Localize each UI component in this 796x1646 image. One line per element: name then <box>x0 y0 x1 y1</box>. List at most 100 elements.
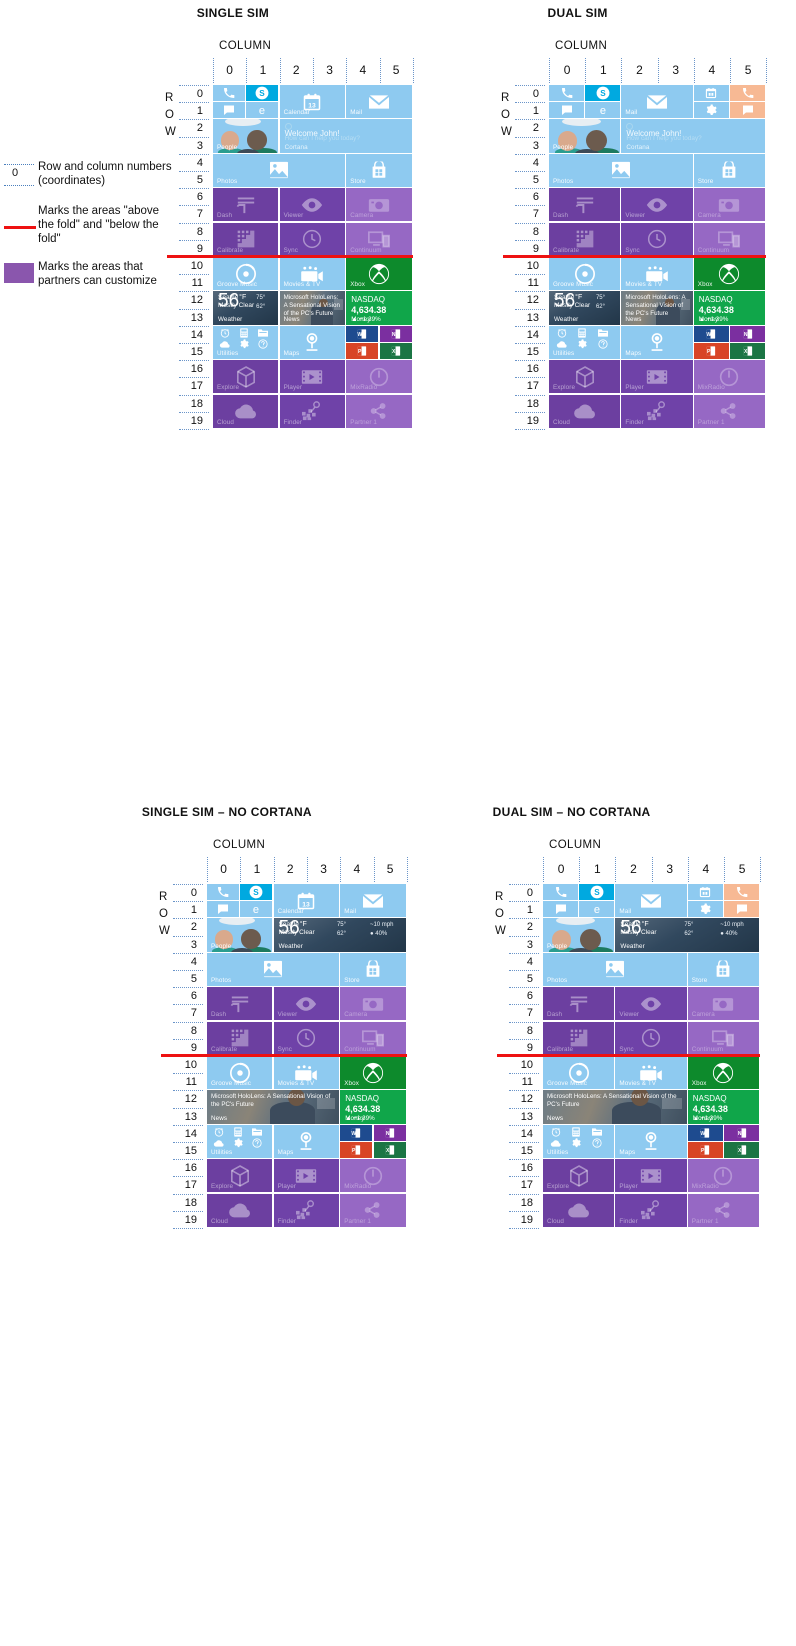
tile-settings[interactable] <box>693 102 729 119</box>
tile-powerpoint[interactable]: P <box>693 343 729 359</box>
tile-phone[interactable] <box>207 884 240 900</box>
tile-store[interactable]: Store <box>346 153 412 187</box>
tile-xbox[interactable]: Xbox <box>687 1056 759 1090</box>
tile-mixradio[interactable]: MixRadio <box>340 1159 406 1193</box>
tile-cloud[interactable]: Cloud <box>207 1193 273 1227</box>
tile-messaging[interactable] <box>213 102 246 119</box>
tile-explore[interactable]: Explore <box>207 1159 273 1193</box>
tile-movies-tv[interactable]: Movies & TV <box>621 257 693 291</box>
tile-store[interactable]: Store <box>687 952 759 986</box>
tile-continuum[interactable]: Continuum <box>340 1021 406 1055</box>
tile-people[interactable]: People <box>207 918 273 952</box>
tile-movies-tv[interactable]: Movies & TV <box>273 1056 339 1090</box>
tile-onenote[interactable]: N <box>379 325 412 342</box>
tile-cloud[interactable]: Cloud <box>549 394 621 428</box>
tile-groove-music[interactable]: Groove Music <box>213 257 279 291</box>
tile-finder[interactable]: Finder <box>279 394 345 428</box>
tile-calibrate[interactable]: Calibrate <box>549 222 621 256</box>
tile-skype[interactable]: S <box>579 884 615 900</box>
tile-phone[interactable] <box>543 884 578 900</box>
tile-edge[interactable]: e <box>246 102 279 119</box>
tile-player[interactable]: Player <box>621 360 693 394</box>
tile-calibrate[interactable]: Calibrate <box>207 1021 273 1055</box>
tile-edge[interactable]: e <box>240 901 273 918</box>
tile-calibrate[interactable]: Calibrate <box>213 222 279 256</box>
tile-news[interactable]: Microsoft HoloLens: A Sensational Vision… <box>621 291 693 325</box>
tile-excel[interactable]: X <box>379 343 412 359</box>
tile-continuum[interactable]: Continuum <box>687 1021 759 1055</box>
tile-cortana[interactable]: Welcome John! How can I help you today? Co… <box>279 119 412 153</box>
tile-powerpoint[interactable]: P <box>346 343 379 359</box>
tile-utilities[interactable]: Utilities <box>213 325 279 359</box>
tile-groove-music[interactable]: Groove Music <box>543 1056 615 1090</box>
tile-camera[interactable]: Camera <box>693 188 765 222</box>
tile-photos[interactable]: Photos <box>213 153 345 187</box>
tile-utilities[interactable]: Utilities <box>549 325 621 359</box>
tile-calendar[interactable] <box>687 884 723 900</box>
tile-store[interactable]: Store <box>340 952 406 986</box>
tile-edge[interactable]: e <box>579 901 615 918</box>
tile-cloud[interactable]: Cloud <box>213 394 279 428</box>
tile-photos[interactable]: Photos <box>549 153 693 187</box>
tile-viewer[interactable]: Viewer <box>621 188 693 222</box>
tile-viewer[interactable]: Viewer <box>273 987 339 1021</box>
tile-mail[interactable]: Mail <box>621 85 693 119</box>
tile-settings[interactable] <box>687 901 723 918</box>
tile-partner[interactable]: Partner 1 <box>340 1193 406 1227</box>
tile-explore[interactable]: Explore <box>543 1159 615 1193</box>
tile-onenote[interactable]: N <box>724 1124 759 1141</box>
tile-finder[interactable]: Finder <box>273 1193 339 1227</box>
tile-mixradio[interactable]: MixRadio <box>693 360 765 394</box>
tile-people[interactable]: People <box>549 119 621 153</box>
tile-explore[interactable]: Explore <box>213 360 279 394</box>
tile-explore[interactable]: Explore <box>549 360 621 394</box>
tile-store[interactable]: Store <box>693 153 765 187</box>
tile-mail[interactable]: Mail <box>615 884 687 918</box>
tile-messaging[interactable] <box>207 901 240 918</box>
tile-maps[interactable]: Maps <box>279 325 345 359</box>
tile-dash[interactable]: Dash <box>207 987 273 1021</box>
tile-phone-sim2[interactable] <box>724 884 759 900</box>
tile-onenote[interactable]: N <box>730 325 765 342</box>
tile-mixradio[interactable]: MixRadio <box>346 360 412 394</box>
tile-word[interactable]: W <box>346 325 379 342</box>
tile-continuum[interactable]: Continuum <box>693 222 765 256</box>
tile-phone[interactable] <box>549 85 584 101</box>
tile-partner[interactable]: Partner 1 <box>687 1193 759 1227</box>
tile-camera[interactable]: Camera <box>687 987 759 1021</box>
tile-weather[interactable]: Seattle Mostly Clear 56°F 75° 62° ~10 mph ● 40… <box>615 918 759 952</box>
tile-calendar[interactable]: 13 Calendar <box>279 85 345 119</box>
tile-photos[interactable]: Photos <box>207 952 339 986</box>
tile-word[interactable]: W <box>693 325 729 342</box>
tile-maps[interactable]: Maps <box>615 1124 687 1158</box>
tile-movies-tv[interactable]: Movies & TV <box>279 257 345 291</box>
tile-player[interactable]: Player <box>273 1159 339 1193</box>
tile-powerpoint[interactable]: P <box>687 1142 723 1158</box>
tile-calendar[interactable]: 13 Calendar <box>273 884 339 918</box>
tile-people[interactable]: People <box>543 918 615 952</box>
tile-photos[interactable]: Photos <box>543 952 687 986</box>
tile-maps[interactable]: Maps <box>621 325 693 359</box>
tile-dash[interactable]: Dash <box>549 188 621 222</box>
tile-cloud[interactable]: Cloud <box>543 1193 615 1227</box>
tile-skype[interactable]: S <box>585 85 621 101</box>
tile-news[interactable]: Microsoft HoloLens: A Sensational Vision… <box>279 291 345 325</box>
tile-news[interactable]: Microsoft HoloLens: A Sensational Vision… <box>543 1090 687 1124</box>
tile-powerpoint[interactable]: P <box>340 1142 373 1158</box>
tile-calendar[interactable] <box>693 85 729 101</box>
tile-skype[interactable]: S <box>246 85 279 101</box>
tile-partner[interactable]: Partner 1 <box>346 394 412 428</box>
tile-sync[interactable]: Sync <box>621 222 693 256</box>
tile-mail[interactable]: Mail <box>346 85 412 119</box>
tile-sync[interactable]: Sync <box>273 1021 339 1055</box>
tile-utilities[interactable]: Utilities <box>207 1124 273 1158</box>
tile-mixradio[interactable]: MixRadio <box>687 1159 759 1193</box>
tile-player[interactable]: Player <box>615 1159 687 1193</box>
tile-weather[interactable]: Seattle Mostly Clear 56°F 75° 62° Weather <box>549 291 621 325</box>
tile-skype[interactable]: S <box>240 884 273 900</box>
tile-partner[interactable]: Partner 1 <box>693 394 765 428</box>
tile-edge[interactable]: e <box>585 102 621 119</box>
tile-camera[interactable]: Camera <box>346 188 412 222</box>
